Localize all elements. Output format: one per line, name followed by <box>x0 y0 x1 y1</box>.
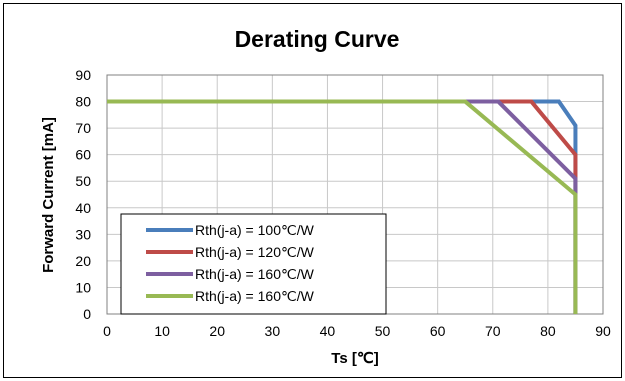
x-tick-label: 20 <box>209 323 225 339</box>
legend-label-4: Rth(j-a) = 160℃/W <box>195 288 315 304</box>
x-axis-label: Ts [℃] <box>331 350 378 367</box>
legend-label-1: Rth(j-a) = 100℃/W <box>195 222 315 238</box>
y-tick-label: 60 <box>75 147 91 163</box>
y-tick-label: 30 <box>75 226 91 242</box>
y-tick-label: 50 <box>75 173 91 189</box>
y-tick-label: 20 <box>75 253 91 269</box>
y-tick-label: 90 <box>75 67 91 83</box>
chart-title: Derating Curve <box>235 26 400 52</box>
y-tick-label: 40 <box>75 200 91 216</box>
legend-label-3: Rth(j-a) = 160℃/W <box>195 266 315 282</box>
tick-labels: 0 10 20 30 40 50 60 70 80 90 0 10 20 30 40 50 60 70 80 90 <box>75 67 611 339</box>
legend: Rth(j-a) = 100℃/W Rth(j-a) = 120℃/W Rth(j-… <box>120 213 387 315</box>
y-tick-label: 0 <box>83 306 91 322</box>
y-tick-label: 10 <box>75 279 91 295</box>
x-tick-label: 60 <box>430 323 446 339</box>
x-tick-label: 70 <box>485 323 501 339</box>
x-tick-label: 50 <box>375 323 391 339</box>
x-tick-label: 80 <box>540 323 556 339</box>
x-tick-label: 40 <box>320 323 336 339</box>
series-line-4 <box>107 99 578 314</box>
x-tick-label: 30 <box>265 323 281 339</box>
series-lines <box>107 99 578 314</box>
x-tick-label: 0 <box>103 323 111 339</box>
x-tick-label: 90 <box>595 323 611 339</box>
chart-frame <box>3 3 622 378</box>
legend-label-2: Rth(j-a) = 120℃/W <box>195 244 315 260</box>
y-tick-label: 70 <box>75 120 91 136</box>
x-tick-label: 10 <box>154 323 170 339</box>
y-tick-label: 80 <box>75 94 91 110</box>
y-axis-label: Forward Current [mA] <box>40 117 57 273</box>
